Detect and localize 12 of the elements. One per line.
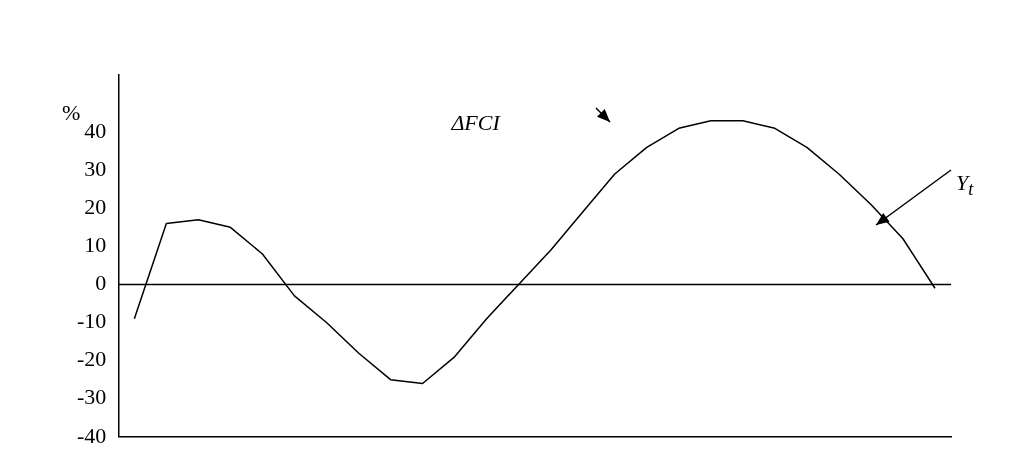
y-tick-label: 20 bbox=[84, 194, 107, 220]
y-tick-label: 40 bbox=[84, 117, 107, 143]
y-tick-label: 30 bbox=[84, 155, 107, 181]
y-tick-label: -10 bbox=[77, 308, 107, 334]
y-tick-label: 0 bbox=[95, 270, 107, 296]
y-tick-label: -20 bbox=[77, 346, 107, 372]
y-axis-title: % bbox=[62, 100, 81, 126]
text: Y$_{t}$ bbox=[956, 170, 974, 201]
y-tick-label: -30 bbox=[77, 384, 107, 410]
y-tick-label: 10 bbox=[84, 232, 107, 258]
y-tick-label: -40 bbox=[77, 422, 107, 448]
annotation: ΔFCI bbox=[451, 110, 500, 136]
